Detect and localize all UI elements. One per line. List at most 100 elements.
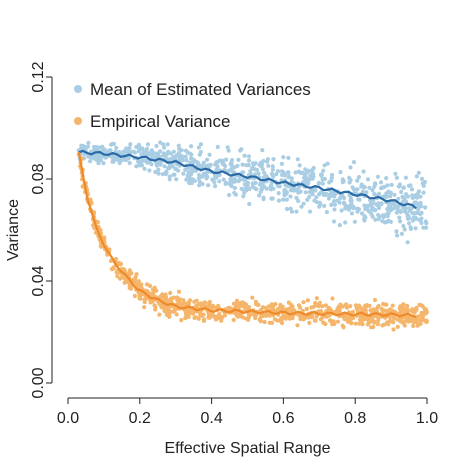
point-series-1 [332, 199, 337, 204]
point-series-2 [151, 293, 156, 298]
point-series-2 [355, 305, 360, 310]
point-series-1 [261, 175, 266, 180]
point-series-2 [353, 321, 358, 326]
x-tick-label: 0.8 [344, 410, 366, 427]
point-series-1 [161, 142, 166, 147]
point-series-1 [183, 148, 188, 153]
point-series-1 [317, 200, 322, 205]
point-series-1 [365, 203, 370, 208]
point-series-1 [163, 171, 168, 177]
point-series-1 [376, 191, 382, 196]
point-series-2 [313, 318, 318, 323]
point-series-1 [246, 154, 251, 159]
point-series-1 [261, 158, 266, 164]
point-series-2 [132, 293, 137, 299]
point-series-2 [323, 303, 328, 308]
point-series-2 [348, 315, 353, 320]
point-series-1 [348, 178, 353, 183]
point-series-1 [207, 152, 212, 157]
point-series-2 [193, 315, 198, 320]
point-series-1 [188, 156, 194, 161]
point-series-2 [364, 303, 369, 308]
point-series-1 [386, 211, 391, 216]
point-series-2 [331, 319, 336, 324]
point-series-1 [286, 175, 291, 180]
point-series-1 [403, 192, 409, 197]
point-series-2 [317, 300, 322, 305]
x-tick-label: 0.6 [272, 410, 294, 427]
point-series-1 [233, 192, 238, 197]
point-series-2 [405, 317, 410, 322]
point-series-1 [394, 175, 399, 180]
point-series-1 [196, 145, 201, 150]
point-series-1 [122, 157, 127, 162]
axes-layer: 0.0 0.2 0.4 0.6 0.8 1.0 0.00 0.04 0.08 0.12 [30, 61, 438, 427]
point-series-1 [379, 202, 384, 207]
point-series-2 [136, 279, 141, 284]
point-series-2 [338, 302, 343, 307]
point-series-2 [391, 320, 396, 325]
x-tick-label: 0.0 [57, 410, 79, 427]
point-series-1 [373, 182, 378, 187]
point-series-1 [314, 195, 319, 200]
point-series-2 [422, 310, 427, 315]
point-series-2 [198, 313, 203, 318]
point-series-1 [179, 148, 184, 153]
point-series-2 [401, 302, 406, 307]
point-series-1 [188, 151, 193, 156]
point-series-2 [254, 302, 259, 307]
trend-layer [77, 149, 417, 318]
point-series-1 [149, 162, 154, 167]
point-series-2 [368, 308, 373, 313]
point-series-1 [355, 187, 360, 192]
point-series-1 [419, 210, 424, 215]
point-series-1 [86, 154, 91, 159]
point-series-2 [391, 327, 396, 332]
point-series-1 [142, 166, 147, 171]
point-series-2 [421, 313, 426, 318]
point-series-2 [330, 296, 335, 301]
point-series-2 [368, 319, 373, 325]
point-series-1 [417, 203, 422, 208]
point-series-2 [345, 319, 350, 324]
y-axis-title: Variance [5, 199, 22, 261]
point-series-1 [375, 174, 380, 179]
point-series-1 [360, 189, 366, 194]
point-series-2 [414, 317, 419, 322]
point-series-1 [349, 211, 354, 216]
point-series-1 [421, 190, 426, 195]
point-series-1 [281, 155, 286, 160]
point-series-1 [154, 143, 159, 149]
point-series-1 [270, 167, 275, 172]
point-series-1 [419, 176, 425, 181]
point-series-1 [356, 175, 362, 180]
point-series-1 [332, 202, 338, 207]
point-series-1 [361, 169, 366, 174]
y-tick-label: 0.00 [30, 367, 47, 398]
point-series-1 [171, 149, 176, 154]
point-series-2 [372, 319, 377, 324]
point-series-1 [167, 174, 172, 179]
point-series-1 [339, 208, 344, 213]
point-series-1 [227, 192, 232, 198]
point-series-1 [382, 184, 387, 189]
point-series-1 [247, 201, 252, 207]
point-series-1 [241, 194, 246, 199]
point-series-1 [305, 197, 310, 202]
point-series-1 [225, 145, 230, 150]
point-series-1 [286, 170, 291, 175]
point-series-1 [162, 145, 167, 150]
point-series-2 [395, 317, 400, 322]
point-series-1 [367, 185, 372, 190]
point-series-1 [384, 194, 389, 199]
point-series-1 [348, 165, 353, 170]
point-series-1 [319, 190, 324, 195]
point-series-1 [388, 194, 393, 199]
point-series-1 [87, 159, 93, 164]
point-series-1 [388, 190, 393, 195]
point-series-1 [343, 220, 348, 225]
point-series-1 [317, 204, 322, 209]
point-series-1 [399, 189, 404, 194]
point-series-1 [423, 225, 429, 230]
point-series-1 [357, 197, 362, 202]
